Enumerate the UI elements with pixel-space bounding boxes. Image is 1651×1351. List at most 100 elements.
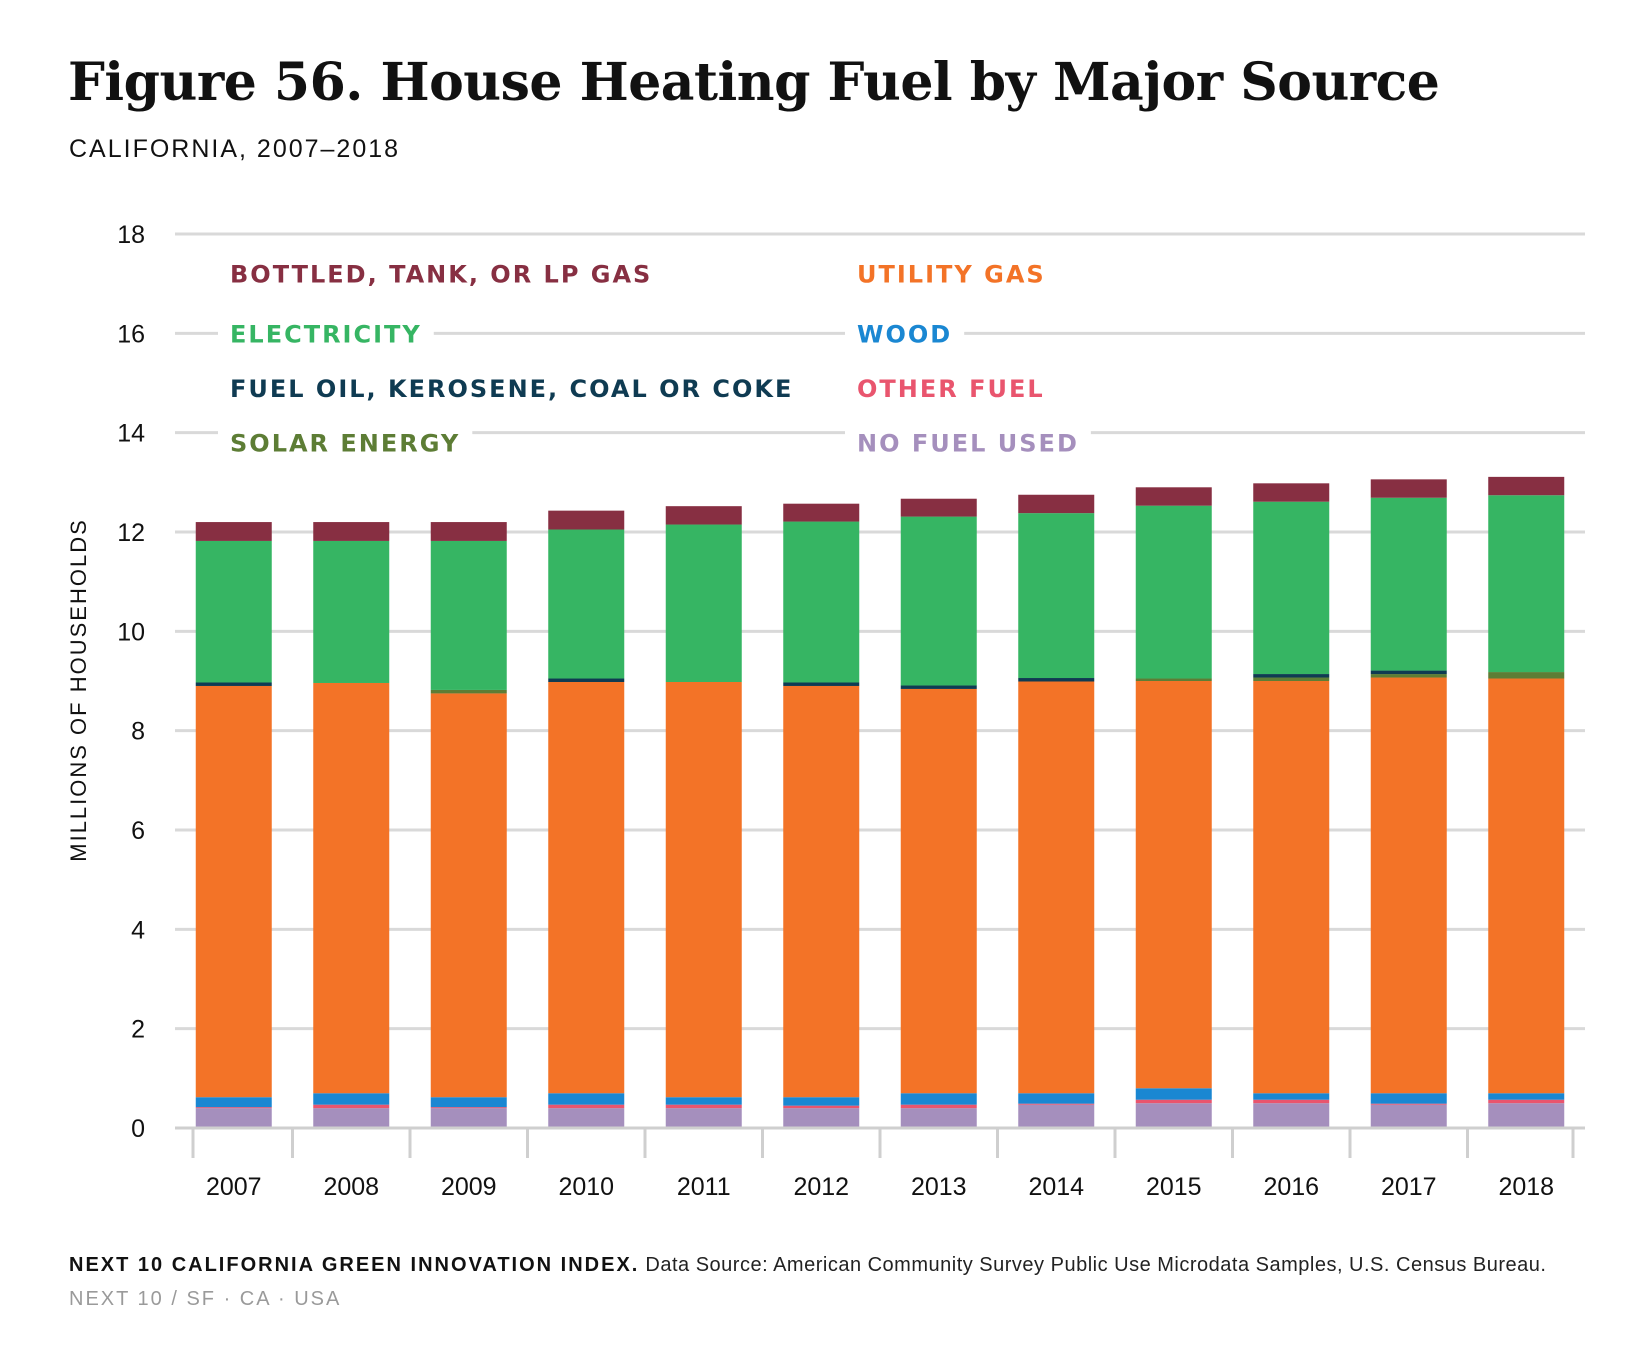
bar-segment xyxy=(195,522,272,541)
legend-label: SOLAR ENERGY xyxy=(230,430,460,458)
bar-segment xyxy=(195,1107,272,1109)
bar-segment xyxy=(1370,1104,1447,1128)
bar-segment xyxy=(900,688,977,1094)
bar-segment xyxy=(783,682,860,686)
y-tick-label: 10 xyxy=(117,618,145,646)
bar-segment xyxy=(783,685,860,1098)
bar-segment xyxy=(195,685,272,1098)
x-tick-label: 2016 xyxy=(1263,1173,1319,1201)
bar-segment xyxy=(313,540,390,683)
bar-segment xyxy=(1488,672,1565,679)
y-tick-label: 16 xyxy=(117,320,145,348)
y-tick-label: 14 xyxy=(117,420,145,448)
bar-segment xyxy=(783,1097,860,1106)
bar-segment xyxy=(1018,513,1095,679)
legend-backing xyxy=(845,253,1058,294)
bar-segment xyxy=(313,522,390,541)
bar-segment xyxy=(900,516,977,686)
legend-backing xyxy=(845,422,1091,463)
bar-segment xyxy=(1370,479,1447,498)
legend-backing xyxy=(218,367,806,408)
bar-segment xyxy=(1018,494,1095,514)
bar-segment xyxy=(1018,681,1095,1094)
bar-segment xyxy=(430,689,507,694)
figure-subtitle: CALIFORNIA, 2007–2018 xyxy=(69,135,401,163)
bar-segment xyxy=(783,503,860,522)
bar-segment xyxy=(430,1108,507,1128)
legend-label: BOTTLED, TANK, OR LP GAS xyxy=(230,261,652,289)
bar-segment xyxy=(665,1108,742,1128)
legend-backing xyxy=(218,253,665,294)
legend-backing xyxy=(845,313,965,354)
bar-segment xyxy=(1018,678,1095,682)
x-axis: 2007 2008 2009 2010 2011 2012 2013 2014 2015 2016… xyxy=(175,1126,1585,1201)
bar-segment xyxy=(1253,1099,1330,1104)
x-tick-label: 2012 xyxy=(793,1173,849,1201)
bar-segment xyxy=(195,540,272,683)
y-tick-label: 8 xyxy=(131,718,145,746)
bar-segment xyxy=(783,1108,860,1128)
y-tick-label: 12 xyxy=(117,519,145,547)
bar-segment xyxy=(430,1097,507,1108)
bar-segment xyxy=(313,1104,390,1109)
bar-segment xyxy=(1135,487,1212,506)
bar-segment xyxy=(548,678,625,682)
bar-segment xyxy=(665,681,742,1098)
bar-segment xyxy=(195,1108,272,1128)
bar-segment xyxy=(900,498,977,517)
x-tick-label: 2007 xyxy=(206,1173,262,1201)
bar-segment xyxy=(1488,678,1565,1094)
legend-backing xyxy=(845,367,1057,408)
legend-label: ELECTRICITY xyxy=(230,320,422,348)
bar-segment xyxy=(900,1108,977,1128)
bar-segment xyxy=(313,682,390,1094)
bar-segment xyxy=(783,521,860,683)
legend-label: FUEL OIL, KEROSENE, COAL OR COKE xyxy=(230,375,793,403)
x-tick-label: 2018 xyxy=(1498,1173,1554,1201)
bar-segment xyxy=(665,506,742,525)
bar-segment xyxy=(900,1093,977,1105)
bar-segment xyxy=(1370,674,1447,678)
bar-segment xyxy=(1253,674,1330,678)
bar-segment xyxy=(548,681,625,1094)
bar-segment xyxy=(1253,681,1330,1094)
bar-segment xyxy=(1018,1093,1095,1104)
bar-segment xyxy=(665,1104,742,1109)
x-tick-label: 2015 xyxy=(1146,1173,1202,1201)
bar-segment xyxy=(548,1108,625,1128)
bar-segment xyxy=(548,529,625,679)
bar-segment xyxy=(1253,1093,1330,1100)
bar-segment xyxy=(1488,1093,1565,1100)
bar-segment xyxy=(1370,677,1447,1094)
bar-segment xyxy=(1135,1099,1212,1104)
bar-segment xyxy=(1135,505,1212,679)
bar-segment xyxy=(313,1108,390,1128)
source-label: NEXT 10 CALIFORNIA GREEN INNOVATION INDE… xyxy=(69,1254,640,1276)
y-tick-label: 2 xyxy=(131,1016,145,1044)
bar-segment xyxy=(1135,681,1212,1089)
legend: BOTTLED, TANK, OR LP GAS ELECTRICITY FUEL … xyxy=(218,253,1091,463)
y-tick-label: 0 xyxy=(131,1115,145,1143)
bar-segment xyxy=(313,1093,390,1105)
bar-segment xyxy=(1253,501,1330,675)
source-text: Data Source: American Community Survey P… xyxy=(645,1254,1547,1276)
x-tick-label: 2014 xyxy=(1028,1173,1084,1201)
x-tick-label: 2013 xyxy=(911,1173,967,1201)
bar-segment xyxy=(1253,1103,1330,1128)
x-tick-label: 2011 xyxy=(677,1173,731,1201)
x-tick-label: 2010 xyxy=(558,1173,614,1201)
bar-segment xyxy=(1018,1103,1095,1105)
legend-label: WOOD xyxy=(857,320,952,348)
bar-segment xyxy=(548,1104,625,1109)
bar-segment xyxy=(665,1097,742,1105)
bar-segment xyxy=(430,540,507,690)
bar-segment xyxy=(430,522,507,541)
legend-label: OTHER FUEL xyxy=(857,375,1045,403)
y-tick-label: 6 xyxy=(131,817,145,845)
bar-segment xyxy=(1370,670,1447,675)
bar-segment xyxy=(900,685,977,689)
y-axis-title: MILLIONS OF HOUSEHOLDS xyxy=(66,518,91,862)
footer: NEXT 10 CALIFORNIA GREEN INNOVATION INDE… xyxy=(69,1248,1569,1316)
bar-segment xyxy=(1370,1103,1447,1105)
legend-backing xyxy=(218,422,473,463)
